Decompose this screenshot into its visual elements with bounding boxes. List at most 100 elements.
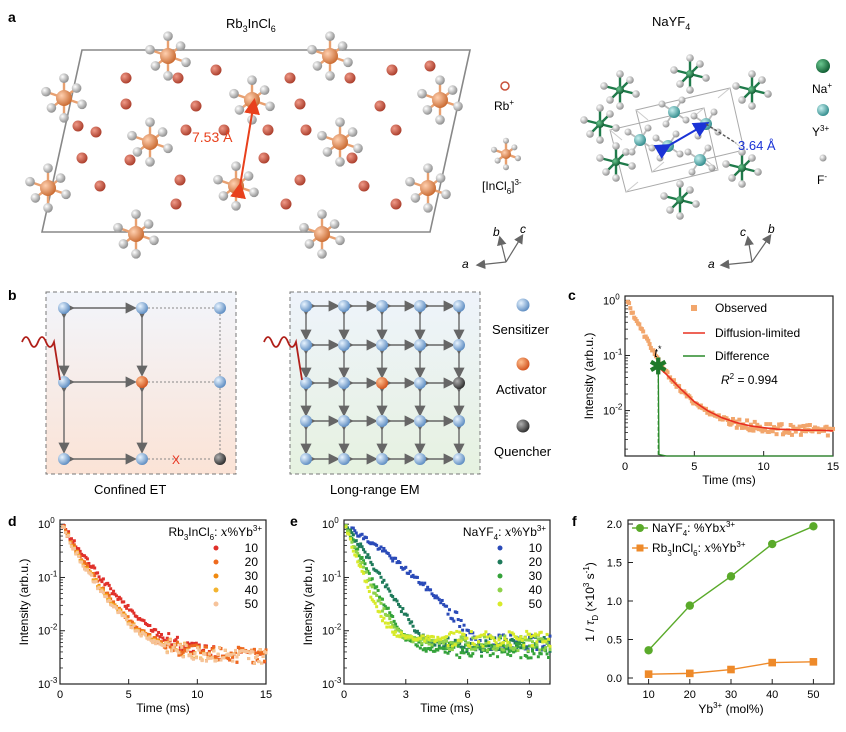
data-point: [107, 599, 111, 603]
data-point: [263, 659, 267, 663]
na-atom: [612, 158, 620, 166]
data-point: [745, 418, 750, 423]
data-point: [488, 634, 492, 638]
data-point: [373, 591, 377, 595]
data-point: [168, 645, 172, 649]
y-legend-label: Y3+: [812, 124, 829, 139]
incl6-octahedron: [299, 209, 345, 259]
data-point: [488, 653, 492, 657]
data-point: [480, 654, 484, 658]
ligand-atom: [247, 75, 257, 85]
data-point: [789, 432, 794, 437]
data-point: [788, 422, 793, 427]
data-point: [379, 545, 383, 549]
data-point: [379, 601, 383, 605]
ligand-atom: [335, 157, 345, 167]
data-point: [545, 641, 549, 645]
data-point: [450, 644, 454, 648]
data-point: [210, 656, 214, 660]
data-point: [544, 646, 548, 650]
x-tick-label: 15: [260, 689, 272, 701]
data-point: [75, 551, 79, 555]
ligand-atom: [234, 105, 245, 115]
data-point: [394, 630, 398, 634]
incl6-octahedron: [213, 161, 259, 211]
incl6-octahedron: [145, 31, 191, 81]
data-point: [450, 617, 454, 621]
data-point: [353, 529, 357, 533]
ligand-atom: [131, 249, 141, 259]
ligand-atom: [175, 41, 186, 51]
data-point: [469, 630, 473, 634]
data-point: [107, 583, 111, 587]
distance-label-left: 7.53 Å: [192, 129, 233, 145]
data-point: [755, 422, 760, 427]
data-point: [792, 426, 797, 431]
y-axis-label: Intensity (arb.u.): [301, 559, 315, 646]
y-tick-label: 0.5: [607, 635, 622, 647]
center-atom: [244, 92, 260, 108]
data-point: [443, 650, 447, 654]
data-point: [743, 425, 748, 430]
data-point: [787, 430, 792, 435]
legend-marker-50: [497, 601, 503, 607]
data-point: [522, 643, 526, 647]
x-tick-label: 10: [758, 461, 770, 473]
data-point: [407, 618, 411, 622]
data-point: [380, 597, 384, 601]
data-point: [469, 654, 473, 658]
data-point: [532, 652, 536, 656]
data-point: [461, 628, 465, 632]
legend-label-40: 40: [529, 583, 543, 597]
data-point: [407, 571, 411, 575]
data-point: [223, 648, 227, 652]
data-point: [648, 345, 653, 350]
data-point: [398, 628, 402, 632]
data-point: [766, 429, 771, 434]
x-tick-label: 20: [684, 689, 696, 701]
ligand-atom: [422, 105, 433, 115]
data-point: [180, 653, 184, 657]
sensitizer-ion: [376, 453, 388, 465]
f-atom: [606, 110, 614, 118]
panel-label-c: c: [568, 287, 576, 303]
f-atom: [686, 186, 694, 194]
data-point: [181, 655, 185, 659]
f-atom: [696, 60, 704, 68]
data-point: [157, 630, 161, 634]
data-point: [490, 643, 494, 647]
data-point: [501, 641, 505, 645]
data-point: [506, 640, 510, 644]
data-point: [110, 592, 114, 596]
cell-edge: [625, 181, 639, 193]
f-atom: [580, 116, 588, 124]
na-site: [670, 54, 710, 94]
na-site: [660, 180, 700, 220]
ligand-atom: [435, 115, 445, 125]
data-point: [456, 638, 460, 642]
data-point: [427, 637, 431, 641]
data-point: [513, 635, 517, 639]
center-atom: [501, 149, 511, 159]
x-tick-label: 9: [526, 689, 532, 701]
ligand-atom: [149, 235, 159, 246]
x-tick-label: 15: [827, 461, 839, 473]
data-point: [367, 571, 371, 575]
data-point: [252, 661, 256, 665]
data-point: [793, 429, 798, 434]
data-point: [351, 549, 355, 553]
data-point: [383, 549, 387, 553]
ligand-atom: [435, 173, 446, 183]
data-point: [397, 602, 401, 606]
data-point: [458, 625, 462, 629]
data-point: [421, 637, 425, 641]
data-point: [382, 546, 386, 550]
data-point: [478, 646, 482, 650]
data-point: [130, 626, 134, 630]
data-point: [496, 655, 500, 659]
data-point: [81, 564, 85, 568]
f-atom: [686, 86, 694, 94]
data-point: [462, 623, 466, 627]
data-point: [424, 636, 428, 640]
data-point: [466, 629, 470, 633]
